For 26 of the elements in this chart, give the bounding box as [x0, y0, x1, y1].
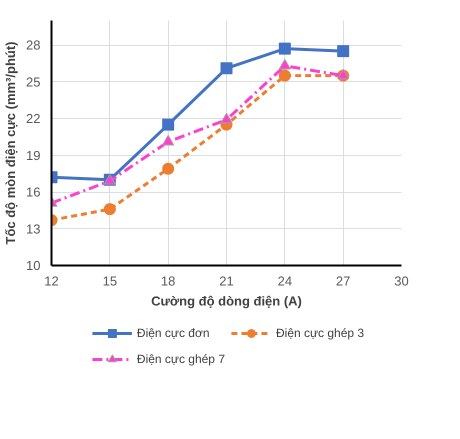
x-tick-label: 15 — [102, 274, 118, 288]
y-tick-label: 13 — [26, 221, 41, 236]
x-tick-label: 18 — [160, 274, 176, 288]
y-tick-label: 16 — [26, 184, 41, 200]
legend-label: Điện cực đơn — [136, 326, 210, 340]
point — [337, 45, 350, 58]
legend-label: Điện cực ghép 3 — [276, 326, 364, 340]
x-tick-label: 24 — [278, 274, 292, 288]
y-tick-label: 22 — [26, 111, 41, 126]
point — [278, 70, 291, 82]
legend-label: Điện cực ghép 7 — [136, 352, 225, 366]
y-tick-label: 19 — [26, 148, 41, 163]
y-tick-label: 28 — [26, 38, 41, 52]
point — [162, 162, 174, 175]
point — [278, 42, 291, 55]
y-tick-label: 25 — [26, 74, 41, 90]
x-tick-label: 21 — [219, 274, 234, 288]
y-tick-label: 10 — [26, 258, 41, 273]
x-tick-label: 30 — [394, 274, 409, 288]
x-axis-title: Cường độ dòng điện (A) — [151, 294, 302, 308]
y-axis-title: Tốc độ mòn điện cực (mm³/phút) — [3, 42, 18, 244]
point — [220, 62, 232, 74]
point — [104, 203, 116, 216]
point — [162, 118, 174, 131]
x-tick-label: 27 — [336, 274, 350, 288]
x-tick-label: 12 — [44, 274, 59, 288]
